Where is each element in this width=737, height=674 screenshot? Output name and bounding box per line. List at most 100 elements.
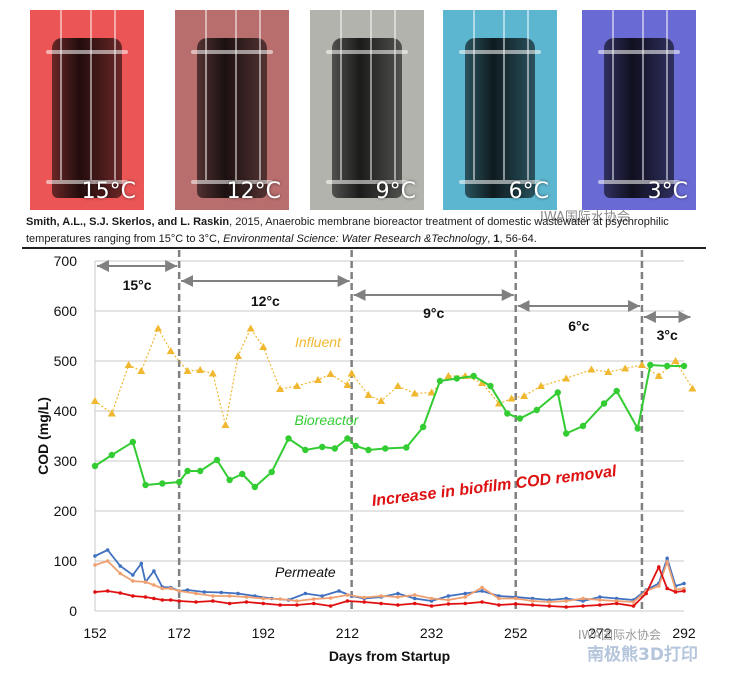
reactor-photo-9c: 9°C: [310, 10, 424, 210]
y-tick-label: 0: [69, 603, 77, 619]
x-axis-title: Days from Startup: [329, 648, 450, 664]
x-tick-label: 232: [420, 625, 444, 641]
point-permeate_red: [105, 589, 110, 593]
point-influent: [377, 397, 386, 404]
point-permeate_blue: [564, 596, 568, 601]
point-influent: [259, 343, 268, 350]
point-bioreactor: [196, 467, 204, 475]
y-tick-label: 100: [54, 553, 78, 569]
point-permeate_orange: [682, 586, 686, 591]
point-permeate_red: [278, 603, 282, 607]
x-tick-label: 252: [504, 625, 528, 641]
point-bioreactor: [403, 444, 410, 451]
point-permeate_orange: [429, 596, 434, 601]
point-bioreactor: [487, 382, 494, 390]
point-permeate_red: [177, 599, 181, 603]
point-permeate_red: [345, 599, 350, 603]
citation-volume: 1: [493, 233, 500, 245]
point-bioreactor: [226, 476, 233, 484]
point-permeate_red: [429, 604, 434, 608]
point-permeate_red: [446, 602, 451, 606]
point-permeate_red: [118, 591, 123, 595]
point-bioreactor: [382, 445, 389, 452]
point-influent: [276, 385, 285, 392]
y-tick-label: 300: [54, 453, 78, 469]
point-influent: [410, 389, 419, 397]
point-permeate_orange: [118, 571, 123, 576]
point-permeate_red: [631, 604, 636, 608]
point-influent: [347, 369, 356, 377]
point-influent: [183, 367, 192, 374]
x-tick-label: 212: [336, 625, 360, 641]
point-bioreactor: [184, 467, 191, 475]
point-permeate_blue: [429, 599, 434, 603]
point-bioreactor: [318, 443, 326, 451]
point-permeate_blue: [412, 596, 417, 601]
point-influent: [196, 366, 205, 373]
point-permeate_orange: [530, 599, 535, 603]
point-permeate_orange: [598, 598, 602, 602]
period-label: 6°c: [568, 318, 589, 334]
point-permeate_orange: [379, 594, 383, 598]
series-line-permeate_orange: [94, 559, 685, 603]
citation-title: , 2015, Anaerobic membrane bioreactor tr…: [26, 216, 669, 245]
point-bioreactor: [175, 478, 183, 486]
reactor-photo-15c: 15°C: [30, 10, 144, 210]
point-permeate_red: [547, 604, 552, 608]
point-bioreactor: [239, 470, 246, 478]
point-bioreactor: [579, 422, 587, 430]
point-permeate_blue: [581, 599, 585, 603]
chart-grid: [95, 260, 684, 612]
point-bioreactor: [285, 435, 292, 442]
point-permeate_orange: [194, 591, 198, 596]
point-permeate_red: [160, 598, 165, 602]
point-influent: [326, 370, 335, 377]
point-permeate_orange: [564, 599, 568, 603]
point-permeate_red: [261, 601, 266, 606]
x-tick-label: 152: [83, 625, 107, 641]
point-permeate_blue: [202, 590, 207, 594]
chart-annotations: Influent Bioreactor Permeate Increase in bi…: [275, 334, 618, 580]
point-permeate_red: [227, 601, 232, 606]
temperature-label: 6°C: [508, 179, 549, 204]
point-bioreactor: [142, 481, 149, 489]
point-permeate_red: [379, 601, 383, 606]
citation: Smith, A.L., S.J. Skerlos, and L. Raskin…: [26, 216, 669, 245]
point-influent: [208, 369, 217, 377]
x-tick-label: 292: [672, 625, 696, 641]
point-bioreactor: [634, 425, 641, 432]
point-permeate_orange: [631, 600, 636, 604]
citation-journal: Environmental Science: Water Research &T…: [223, 233, 488, 245]
watermark-bottom-2: 南极熊3D打印: [587, 645, 698, 665]
period-label: 15°c: [123, 277, 152, 293]
point-permeate_orange: [614, 599, 619, 603]
point-permeate_red: [644, 591, 648, 596]
point-bioreactor: [554, 389, 561, 396]
point-permeate_orange: [211, 594, 215, 598]
point-bioreactor: [302, 446, 309, 454]
point-permeate_red: [513, 602, 518, 606]
point-influent: [364, 391, 373, 398]
point-influent: [621, 364, 630, 372]
point-bioreactor: [129, 438, 137, 446]
reactor-vessel: [197, 38, 267, 198]
point-permeate_red: [168, 598, 173, 602]
chart-series: [91, 324, 697, 609]
reactor-vessel: [465, 38, 535, 198]
citation-divider: [22, 247, 706, 249]
point-permeate_orange: [480, 585, 484, 590]
point-bioreactor: [470, 372, 477, 380]
point-permeate_orange: [328, 596, 333, 600]
point-permeate_blue: [219, 590, 224, 595]
point-influent: [124, 361, 133, 368]
point-influent: [478, 379, 487, 386]
point-permeate_red: [211, 599, 215, 603]
point-permeate_red: [530, 603, 535, 607]
series-line-permeate_red: [94, 564, 685, 608]
point-influent: [507, 394, 516, 402]
citation-authors: Smith, A.L., S.J. Skerlos, and L. Raskin: [26, 216, 230, 228]
point-permeate_blue: [598, 595, 602, 599]
point-influent: [137, 367, 146, 374]
point-bioreactor: [453, 375, 461, 382]
point-influent: [154, 324, 163, 332]
